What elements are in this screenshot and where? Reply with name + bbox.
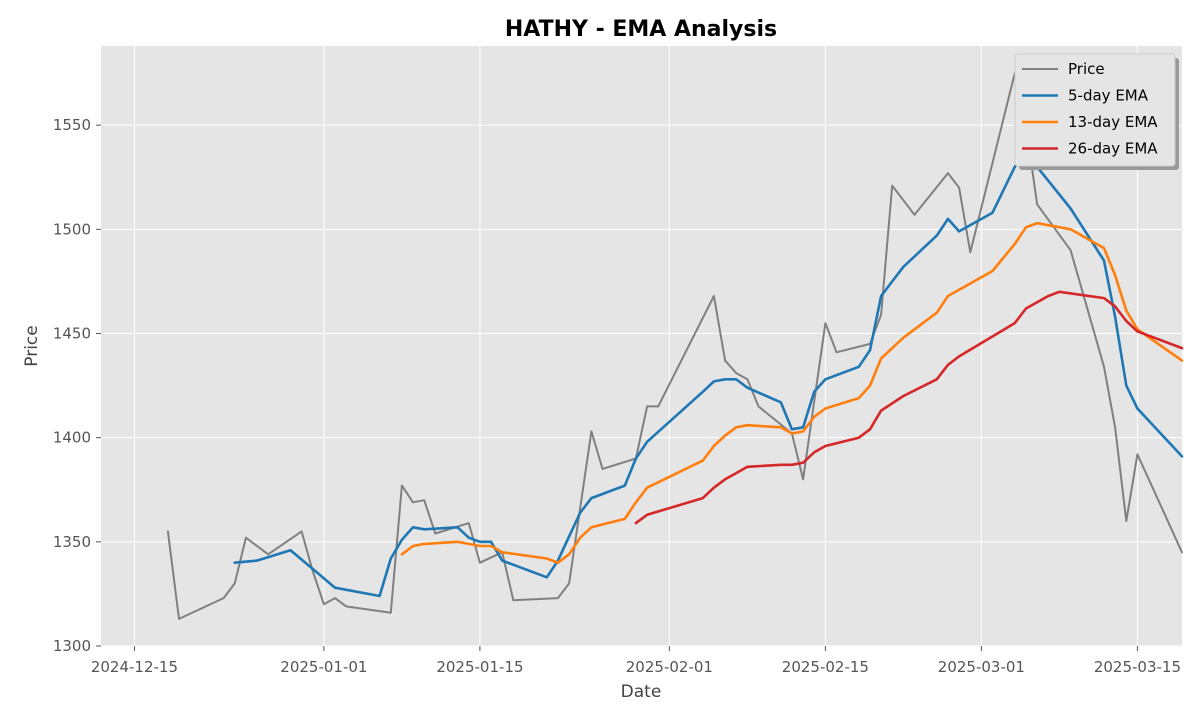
y-axis-ticks: 1300 1350 1400 1450 1500 1550 [53,116,101,655]
x-axis-label: Date [621,682,662,702]
y-tick-label: 1500 [53,220,91,238]
series-lines [166,72,1184,620]
x-tick-label: 2025-02-15 [782,658,869,676]
x-tick-label: 2025-01-15 [436,658,523,676]
legend-box [1014,53,1176,167]
legend-label: 26-day EMA [1068,140,1158,158]
legend-label: Price [1068,60,1105,78]
series-line-26-day-ema [634,290,1184,525]
legend: Price 5-day EMA 13-day EMA 26-day EMA [1014,53,1179,170]
series-line-price [166,72,1183,620]
x-tick-label: 2025-03-01 [938,658,1025,676]
y-axis-label: Price [22,325,42,366]
y-tick-label: 1300 [53,637,91,655]
x-tick-label: 2025-03-15 [1094,658,1181,676]
chart-title: HATHY - EMA Analysis [505,17,777,42]
series-line-5-day-ema [233,151,1184,598]
y-tick-label: 1550 [53,116,91,134]
y-tick-label: 1350 [53,533,91,551]
x-tick-label: 2025-01-01 [280,658,367,676]
y-tick-label: 1450 [53,325,91,343]
series-line-13-day-ema [400,221,1184,565]
x-tick-label: 2024-12-15 [91,658,178,676]
grid-lines [101,46,1182,647]
x-axis-ticks: 2024-12-15 2025-01-01 2025-01-15 2025-02-01… [91,646,1181,676]
legend-label: 5-day EMA [1068,87,1149,105]
x-tick-label: 2025-02-01 [626,658,713,676]
y-tick-label: 1400 [53,429,91,447]
legend-label: 13-day EMA [1068,113,1158,131]
